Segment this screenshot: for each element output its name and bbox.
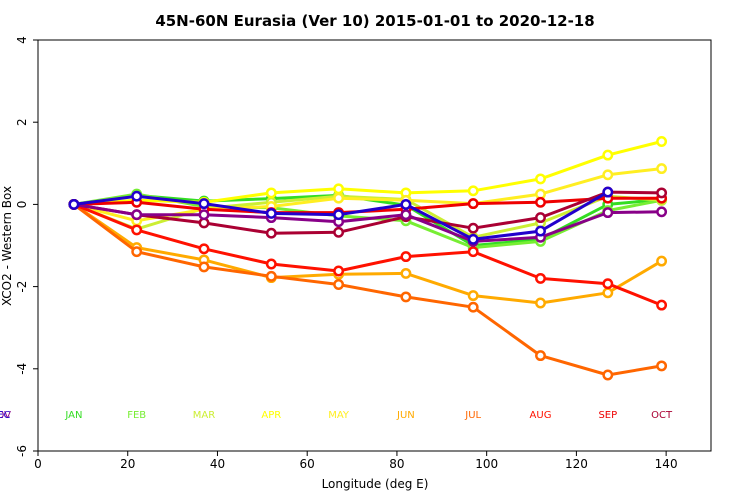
data-point-aug [400,251,412,263]
x-tick-label: 80 [389,457,404,471]
legend-label-feb: FEB [127,410,146,421]
data-point-nov [131,209,143,221]
legend-label-jul: JUL [464,410,481,421]
plot-frame [37,39,712,452]
data-point-jul [131,246,143,258]
data-point-dec [333,209,345,221]
x-axis-label: Longitude (deg E) [322,477,429,491]
data-point-jul [400,291,412,303]
data-point-apr [535,173,546,185]
legend-label-may: MAY [328,410,350,421]
x-tick-label: 120 [565,457,588,471]
data-point-jul [656,360,668,372]
data-point-sep [467,198,479,210]
legend-label-jan: JAN [64,410,82,421]
y-tick-label: -2 [15,281,29,293]
y-axis-label: XCO2 - Western Box [0,186,14,306]
data-point-jul [198,261,210,273]
data-point-oct [535,212,546,224]
data-point-jun [656,255,668,267]
x-tick-label: 100 [475,457,498,471]
data-point-jul [333,279,345,290]
data-point-oct [656,187,668,199]
data-point-jun [535,297,546,309]
data-point-apr [656,136,668,147]
data-point-oct [333,226,345,238]
y-tick-label: 4 [15,36,29,44]
data-point-may [333,192,345,204]
y-axis-ticks: -6 -4 -2 0 2 4 [15,36,38,457]
legend-label-apr: APR [261,410,281,421]
data-point-jul [265,270,277,282]
x-axis-ticks: 0 20 40 60 80 100 120 140 [34,451,678,471]
data-point-dec [467,233,479,245]
series-line-oct [73,190,662,235]
x-tick-label: 140 [655,457,678,471]
chart-title: 45N-60N Eurasia (Ver 10) 2015-01-01 to 2… [155,12,594,30]
data-point-nov [656,206,668,218]
data-point-nov [198,209,210,221]
legend-label-aug: AUG [530,410,552,421]
data-point-dec [131,190,143,202]
y-tick-label: 0 [15,201,29,209]
x-tick-label: 40 [210,457,225,471]
data-point-jun [602,287,614,299]
data-point-apr [602,149,614,161]
data-point-jul [602,369,614,381]
data-point-jul [467,301,479,313]
series-aug [68,198,668,311]
y-tick-label: -4 [15,363,29,375]
data-point-oct [265,227,277,239]
data-point-dec [602,186,614,198]
y-tick-label: 2 [15,118,29,126]
data-point-aug [535,272,546,284]
data-point-dec [68,198,80,210]
data-point-apr [265,187,277,199]
data-point-aug [265,258,277,270]
data-point-dec [400,198,412,210]
legend-label-nov: NOV [0,410,11,421]
data-point-aug [656,299,668,311]
legend-label-sep: SEP [598,410,617,421]
data-point-may [656,163,668,175]
x-tick-label: 60 [300,457,315,471]
data-point-nov [400,209,412,221]
x-tick-label: 20 [120,457,135,471]
data-point-jul [535,350,546,362]
series-dec [68,186,614,245]
data-point-apr [333,183,345,195]
data-point-aug [602,278,614,290]
data-point-aug [198,243,210,255]
data-point-dec [198,198,210,210]
data-point-jun [400,267,412,279]
series-line-apr [73,140,662,206]
month-legend: JAN FEB MAR APR MAY JUN JUL AUG SEP OCT NOVDEC [0,410,673,421]
data-point-aug [467,246,479,258]
data-point-sep [535,196,546,208]
plot-area [37,39,712,452]
series-line-jul [72,203,662,377]
data-point-dec [535,225,546,237]
data-point-aug [333,265,345,277]
legend-label-dec: DEC [0,410,11,421]
series-lines [68,136,668,381]
data-point-jun [467,290,479,302]
data-point-apr [467,185,479,197]
data-point-aug [131,224,143,236]
data-point-oct [467,222,479,234]
data-point-nov [602,207,614,219]
y-tick-label: -6 [15,445,29,457]
x-tick-label: 0 [34,457,42,471]
series-line-aug [73,203,663,307]
data-point-may [602,169,614,181]
series-line-nov [73,202,662,243]
legend-label-jun: JUN [396,410,415,421]
data-point-dec [265,207,277,219]
legend-label-oct: OCT [651,410,673,421]
legend-label-mar: MAR [193,410,215,421]
series-line-jun [73,203,663,305]
